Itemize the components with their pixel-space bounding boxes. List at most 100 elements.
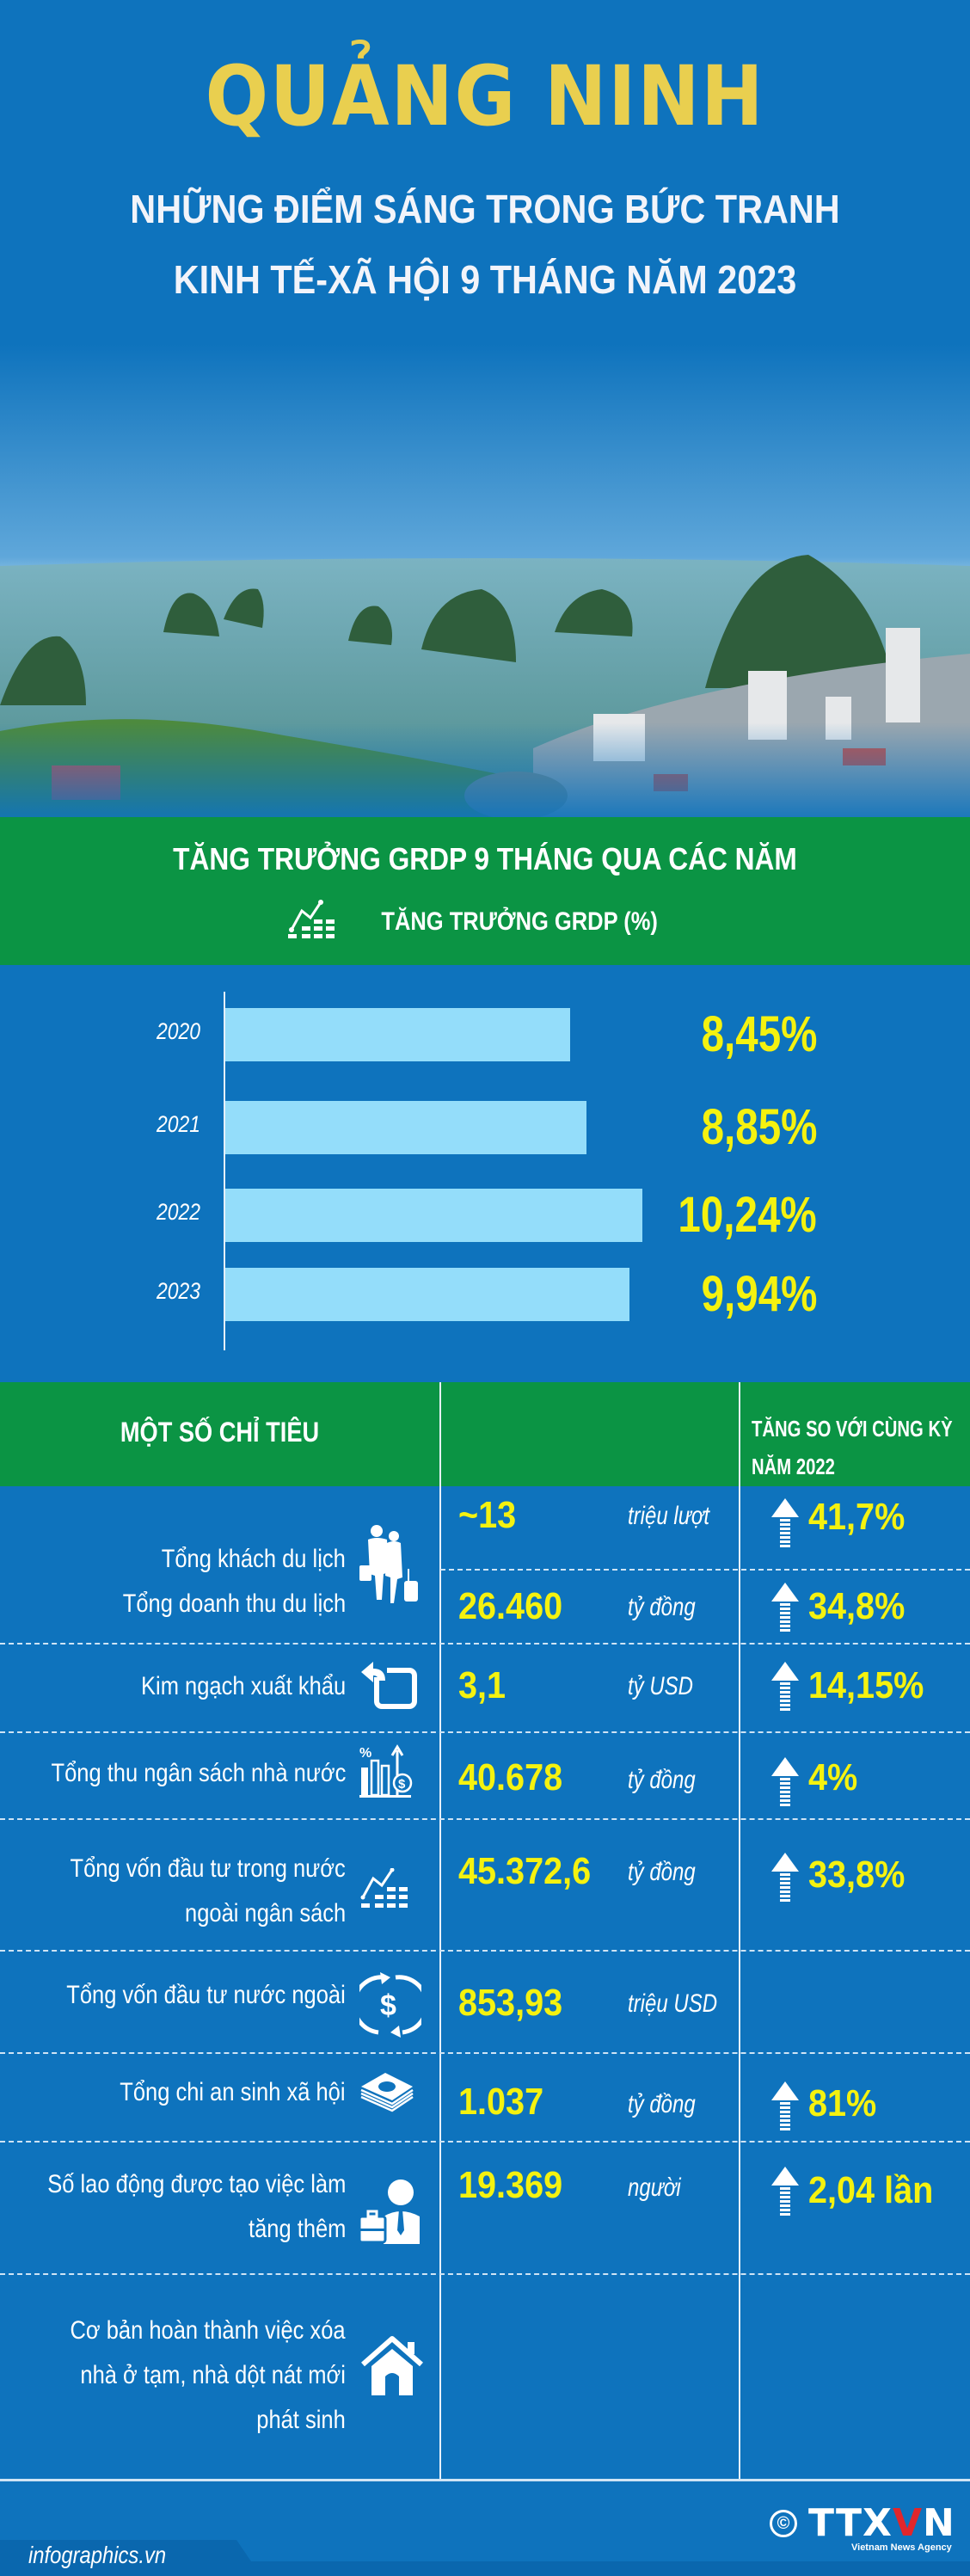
growth-chart-icon [287, 899, 345, 944]
row-change: 4% [808, 1756, 858, 1798]
copyright-icon: © [770, 2510, 797, 2537]
ttxvn-logo: © TTXVN Vietnam News Agency [770, 2505, 955, 2556]
chart-axis-line [224, 992, 225, 1350]
row-unit: tỷ đồng [628, 1858, 696, 1886]
table-row-tourism: Tổng khách du lịch Tổng doanh thu du lịc… [0, 1486, 970, 1643]
up-arrow-icon [771, 1662, 799, 1716]
ha-long-aerial-photo [0, 344, 970, 817]
row-label: Tổng vốn đầu tư nước ngoài [66, 1981, 346, 2009]
row-divider [0, 1731, 970, 1733]
row-value: 26.460 [458, 1585, 563, 1627]
row-unit: triệu lượt [628, 1502, 710, 1530]
bar-2021 [225, 1101, 586, 1154]
footer-site-link[interactable]: infographics.vn [28, 2542, 167, 2568]
up-arrow-icon [771, 1498, 799, 1552]
bar-year-label: 2022 [156, 1199, 200, 1225]
row-change: 34,8% [808, 1585, 906, 1627]
bar-row-2020: 2020 8,45% [0, 1008, 970, 1061]
row-change: 41,7% [808, 1496, 906, 1538]
house-icon [359, 2335, 425, 2400]
row-unit: người [628, 2173, 681, 2202]
row-label: ngoài ngân sách [184, 1899, 346, 1927]
row-value: ~13 [458, 1494, 517, 1536]
table-bottom-border [0, 2479, 970, 2481]
row-value: 19.369 [458, 2164, 563, 2206]
up-arrow-icon [771, 2081, 799, 2136]
row-unit: tỷ đồng [628, 2090, 696, 2118]
row-label: Tổng khách du lịch [161, 1545, 346, 1573]
row-label: Tổng vốn đầu tư trong nước [70, 1854, 346, 1883]
svg-text:%: % [359, 1746, 371, 1761]
up-arrow-icon [771, 2167, 799, 2221]
row-unit: tỷ USD [628, 1672, 694, 1700]
svg-text:$: $ [380, 1989, 396, 2022]
header-change-line1: TĂNG SO VỚI CÙNG KỲ [752, 1416, 953, 1442]
export-arrow-icon [359, 1662, 420, 1714]
page-subtitle-line2: KINH TẾ-XÃ HỘI 9 THÁNG NĂM 2023 [173, 257, 797, 302]
row-label: nhà ở tạm, nhà dột nát mới [80, 2361, 346, 2389]
page-title: QUẢNG NINH [205, 48, 765, 144]
row-unit: tỷ đồng [628, 1766, 696, 1794]
bar-value-label: 8,45% [701, 1006, 817, 1062]
row-change: 81% [808, 2082, 877, 2124]
svg-text:$: $ [398, 1777, 406, 1792]
header-change-vs-2022: TĂNG SO VỚI CÙNG KỲ NĂM 2022 [752, 1410, 953, 1485]
table-row-social-spending: Tổng chi an sinh xã hội 1.037 tỷ đồng 81… [0, 2052, 970, 2141]
bar-year-label: 2023 [156, 1278, 200, 1304]
money-stack-icon [359, 2071, 414, 2117]
worker-briefcase-icon [358, 2179, 425, 2248]
row-value: 45.372,6 [458, 1850, 592, 1892]
row-label: Tổng thu ngân sách nhà nước [51, 1759, 346, 1787]
logo-text-ttx: TTX [808, 2501, 893, 2545]
travelers-icon [359, 1524, 428, 1611]
row-unit: tỷ đồng [628, 1593, 696, 1621]
page-subtitle-line1: NHỮNG ĐIỂM SÁNG TRONG BỨC TRANH [130, 187, 840, 231]
column-divider [439, 1382, 441, 2480]
grdp-section-title: TĂNG TRƯỞNG GRDP 9 THÁNG QUA CÁC NĂM [173, 841, 797, 876]
bar-2020 [225, 1008, 570, 1061]
bar-value-label: 8,85% [701, 1099, 817, 1155]
up-arrow-icon [771, 1757, 799, 1811]
row-change: 14,15% [808, 1664, 924, 1706]
row-value: 3,1 [458, 1664, 506, 1706]
bar-row-2023: 2023 9,94% [0, 1268, 970, 1321]
budget-chart-icon: % $ [359, 1743, 416, 1803]
row-subdivider [440, 1569, 970, 1571]
bar-row-2021: 2021 8,85% [0, 1101, 970, 1154]
table-row-export: Kim ngạch xuất khẩu 3,1 tỷ USD 14,15% [0, 1643, 970, 1731]
row-value: 40.678 [458, 1756, 563, 1798]
row-unit: triệu USD [628, 1989, 718, 2018]
row-label: tăng thêm [248, 2215, 346, 2243]
row-value: 1.037 [458, 2081, 544, 2123]
dollar-exchange-icon: $ [352, 1972, 429, 2042]
row-label: Số lao động được tạo việc làm [46, 2170, 346, 2198]
row-divider [0, 1818, 970, 1820]
bar-year-label: 2020 [156, 1018, 200, 1044]
row-label: Cơ bản hoàn thành việc xóa [70, 2316, 346, 2345]
up-arrow-icon [771, 1583, 799, 1637]
row-divider [0, 2052, 970, 2054]
row-label: Kim ngạch xuất khẩu [140, 1672, 346, 1700]
header-change-line2: NĂM 2022 [752, 1454, 835, 1479]
bar-2023 [225, 1268, 629, 1321]
table-row-budget: Tổng thu ngân sách nhà nước % $ 40.678 t… [0, 1731, 970, 1818]
row-change: 2,04 lần [808, 2169, 934, 2211]
row-change: 33,8% [808, 1854, 906, 1896]
row-divider [0, 2141, 970, 2143]
footer-site-tab [0, 2540, 258, 2576]
header-indicators: MỘT SỐ CHỈ TIÊU [120, 1417, 320, 1448]
row-value: 853,93 [458, 1982, 563, 2024]
logo-wordmark: TTXVN [808, 2505, 955, 2542]
grdp-section-banner: TĂNG TRƯỞNG GRDP 9 THÁNG QUA CÁC NĂM TĂN… [0, 817, 970, 965]
indicators-table-header: MỘT SỐ CHỈ TIÊU TĂNG SO VỚI CÙNG KỲ NĂM … [0, 1382, 970, 1486]
logo-subtitle: Vietnam News Agency [851, 2542, 952, 2553]
grdp-bar-chart: 2020 8,45% 2021 8,85% 2022 10,24% 2023 9… [0, 965, 970, 1382]
table-row-labor: Số lao động được tạo việc làm tăng thêm … [0, 2141, 970, 2273]
investment-growth-icon [359, 1867, 416, 1915]
bar-row-2022: 2022 10,24% [0, 1189, 970, 1242]
table-row-foreign-investment: Tổng vốn đầu tư nước ngoài $ 853,93 triệ… [0, 1950, 970, 2052]
row-label: Tổng chi an sinh xã hội [120, 2078, 346, 2106]
grdp-legend: TĂNG TRƯỞNG GRDP (%) [0, 899, 970, 944]
grdp-legend-label: TĂNG TRƯỞNG GRDP (%) [381, 907, 658, 936]
bar-year-label: 2021 [156, 1111, 200, 1137]
